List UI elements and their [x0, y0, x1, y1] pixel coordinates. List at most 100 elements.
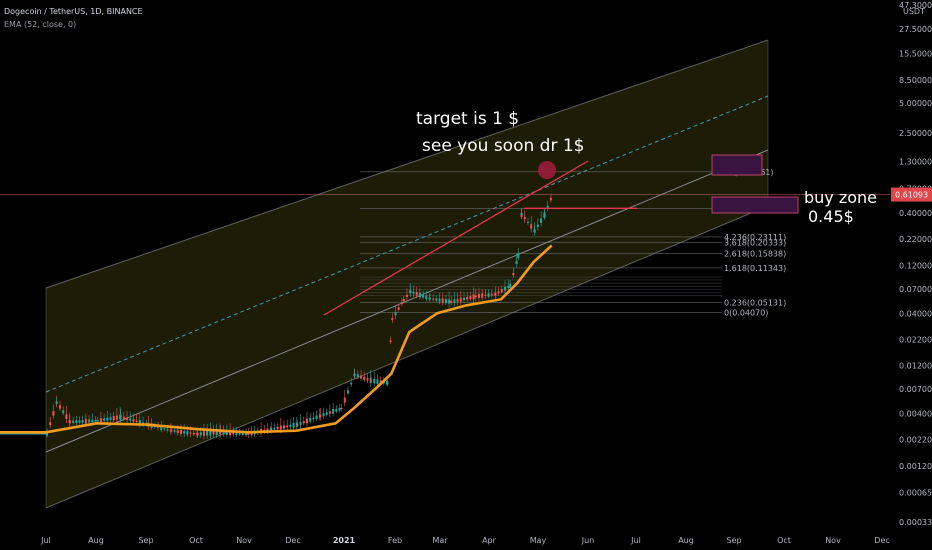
candle-body — [549, 197, 552, 201]
candle-body — [296, 423, 299, 426]
candle-body — [245, 432, 248, 436]
time-axis-tick: 2021 — [333, 536, 356, 545]
candle-body — [343, 397, 346, 403]
candle-body — [196, 432, 199, 436]
candle-body — [115, 415, 118, 420]
annotation-see-you: see you soon dr 1$ — [422, 136, 584, 156]
candle-body — [96, 419, 99, 422]
candle-body — [99, 418, 102, 422]
candle-body — [373, 378, 376, 384]
candle-body — [477, 294, 480, 298]
candle-body — [353, 373, 356, 376]
candle-body — [292, 422, 295, 428]
candle-body — [425, 295, 428, 300]
time-axis-tick: Apr — [482, 536, 497, 545]
candle-body — [444, 299, 447, 304]
candle-body — [202, 431, 205, 436]
candle-body — [432, 298, 435, 300]
time-axis[interactable]: Jul Aug Sep Oct Nov Dec 2021 Feb Mar Apr May Jun Jul… — [0, 530, 932, 550]
price-axis-tick: 1.30000 — [899, 158, 932, 167]
candle-body — [335, 408, 338, 412]
last-price-badge — [891, 187, 932, 202]
candle-body — [328, 411, 331, 414]
candle-body — [302, 420, 305, 424]
candle-body — [270, 427, 273, 431]
price-axis-tick: 5.00000 — [899, 99, 932, 108]
annotations: target is 1 $ see you soon dr 1$ buy zone0… — [416, 109, 877, 226]
candle-body — [138, 420, 141, 425]
candle-body — [543, 212, 546, 218]
candle-body — [189, 432, 192, 434]
candle-body — [504, 286, 507, 291]
candle-body — [59, 405, 62, 409]
candle-body — [176, 430, 179, 433]
candle-body — [376, 379, 379, 384]
candle-body — [366, 378, 369, 381]
candle-body — [163, 428, 166, 430]
candle-body — [526, 221, 529, 223]
candle-body — [192, 432, 195, 435]
candle-body — [299, 421, 302, 426]
channel-fill — [46, 40, 768, 508]
price-axis-tick: 0.00033 — [899, 518, 932, 527]
channel-line — [45, 39, 769, 289]
candle-body — [340, 407, 343, 410]
candle-body — [235, 431, 238, 436]
candle-body — [312, 417, 315, 420]
candle-body — [412, 291, 415, 294]
candle-body — [305, 418, 308, 424]
candle-body — [222, 430, 225, 435]
candle-body — [363, 376, 366, 380]
candle-body — [84, 418, 87, 424]
candle-body — [160, 425, 163, 431]
candle-body — [379, 380, 382, 384]
candle-body — [386, 380, 389, 385]
candle-body — [512, 272, 515, 276]
fib-level-label: 4.236(0.23111) — [724, 233, 786, 242]
time-axis-tick: Dec — [874, 536, 889, 545]
price-axis-tick: 0.00700 — [899, 385, 932, 394]
time-axis-tick: Aug — [88, 536, 104, 545]
candle-body — [484, 294, 487, 296]
ema-path — [0, 244, 553, 434]
candle-body — [466, 296, 469, 300]
candle-body — [279, 425, 282, 430]
symbol-title[interactable]: Dogecoin / TetherUS, 1D, BINANCE — [4, 7, 143, 16]
ema-line — [0, 244, 553, 434]
candle-body — [422, 294, 425, 298]
candle-body — [500, 289, 503, 293]
candle-body — [481, 293, 484, 298]
candle-body — [170, 429, 173, 432]
candle-body — [46, 432, 48, 436]
candle-body — [338, 407, 341, 411]
price-axis-tick: 0.40000 — [899, 209, 932, 218]
candle-body — [474, 295, 477, 298]
candle-body — [472, 294, 475, 300]
candle-body — [215, 430, 218, 435]
candle-body — [533, 229, 536, 233]
candle-body — [315, 415, 318, 419]
candle-body — [283, 425, 286, 429]
time-axis-tick: Nov — [236, 536, 252, 545]
candle-body — [346, 390, 349, 394]
buy-zone-box — [711, 196, 799, 214]
annotation-buy-zone: buy zone — [804, 188, 877, 207]
price-axis-tick: 0.04000 — [899, 309, 932, 318]
candle-body — [135, 420, 138, 423]
indicator-legend[interactable]: EMA (52, close, 0) — [4, 20, 77, 29]
candle-body — [360, 375, 363, 379]
candle-body — [418, 292, 421, 298]
candle-body — [186, 430, 189, 435]
candle-body — [119, 415, 122, 419]
candle-body — [391, 318, 394, 321]
price-axis-unit: USDT — [903, 7, 925, 16]
candle-body — [241, 432, 244, 435]
time-axis-tick: Nov — [825, 536, 841, 545]
candle-body — [456, 299, 459, 302]
price-axis-tick: 0.00065 — [899, 489, 932, 498]
candle-body — [409, 290, 412, 293]
candle-body — [394, 312, 397, 316]
candle-body — [507, 285, 510, 289]
